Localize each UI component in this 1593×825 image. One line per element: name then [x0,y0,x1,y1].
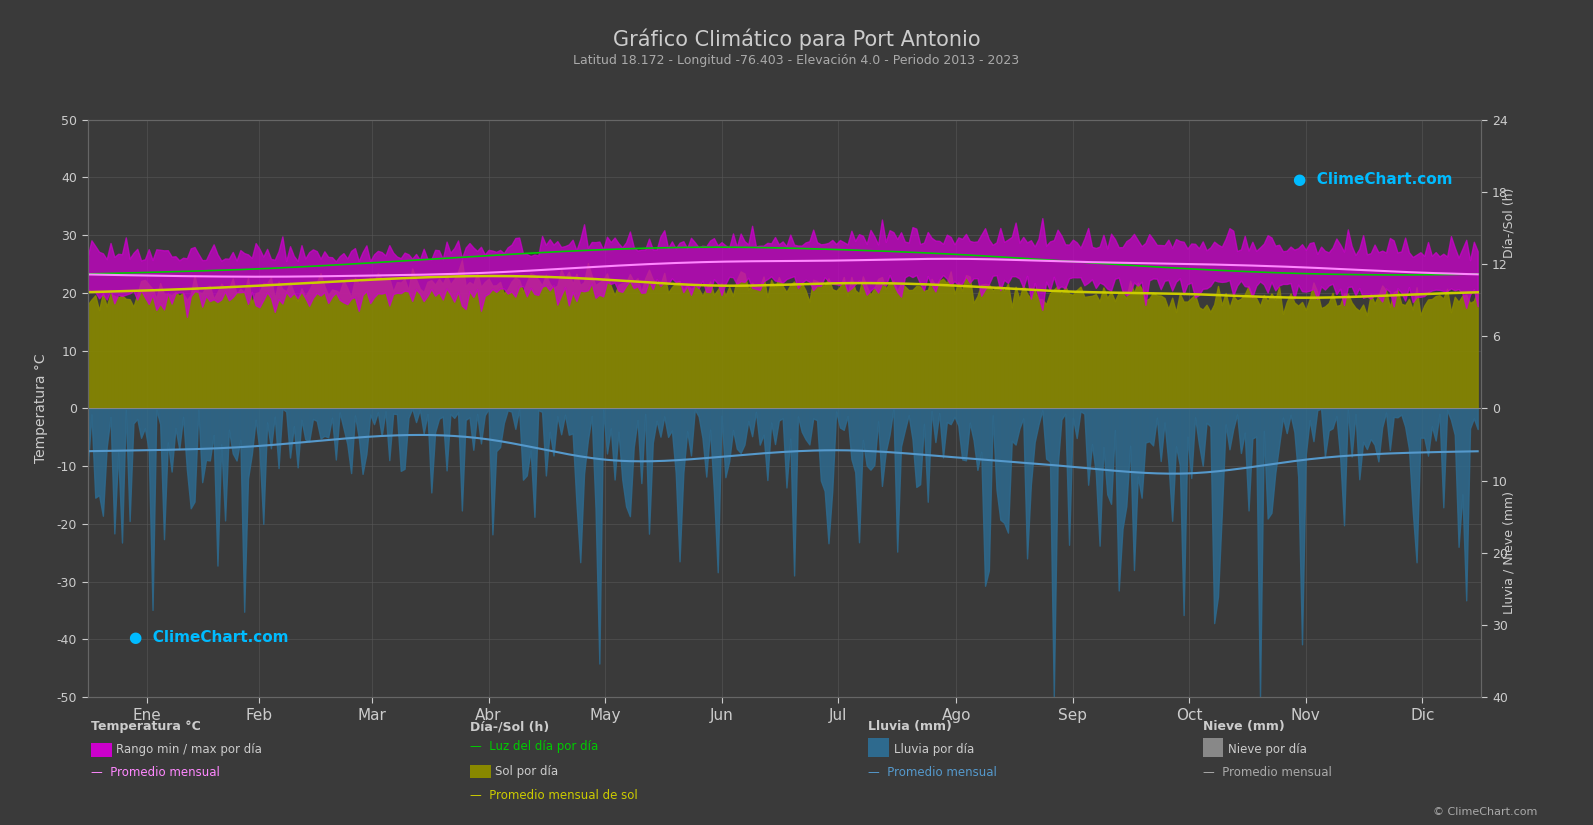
Text: ●  ClimeChart.com: ● ClimeChart.com [1294,172,1453,186]
Text: Gráfico Climático para Port Antonio: Gráfico Climático para Port Antonio [613,29,980,50]
Text: Lluvia por día: Lluvia por día [894,743,973,757]
Text: Nieve por día: Nieve por día [1228,743,1308,757]
Text: Sol por día: Sol por día [495,765,559,778]
Text: ●  ClimeChart.com: ● ClimeChart.com [129,630,288,645]
Text: —  Luz del día por día: — Luz del día por día [470,740,599,753]
Text: Día-/Sol (h): Día-/Sol (h) [470,720,550,733]
Text: Latitud 18.172 - Longitud -76.403 - Elevación 4.0 - Periodo 2013 - 2023: Latitud 18.172 - Longitud -76.403 - Elev… [573,54,1020,67]
Y-axis label: Temperatura °C: Temperatura °C [35,354,48,463]
Text: —  Promedio mensual de sol: — Promedio mensual de sol [470,790,637,803]
Text: —  Promedio mensual: — Promedio mensual [91,766,220,780]
Text: Rango min / max por día: Rango min / max por día [116,743,263,757]
Text: —  Promedio mensual: — Promedio mensual [868,766,997,780]
Text: —  Promedio mensual: — Promedio mensual [1203,766,1332,780]
Text: Temperatura °C: Temperatura °C [91,720,201,733]
Text: Nieve (mm): Nieve (mm) [1203,720,1284,733]
Text: © ClimeChart.com: © ClimeChart.com [1432,807,1537,817]
Text: Día-/Sol (h): Día-/Sol (h) [1502,187,1515,258]
Text: Lluvia (mm): Lluvia (mm) [868,720,953,733]
Text: Lluvia / Nieve (mm): Lluvia / Nieve (mm) [1502,491,1515,615]
